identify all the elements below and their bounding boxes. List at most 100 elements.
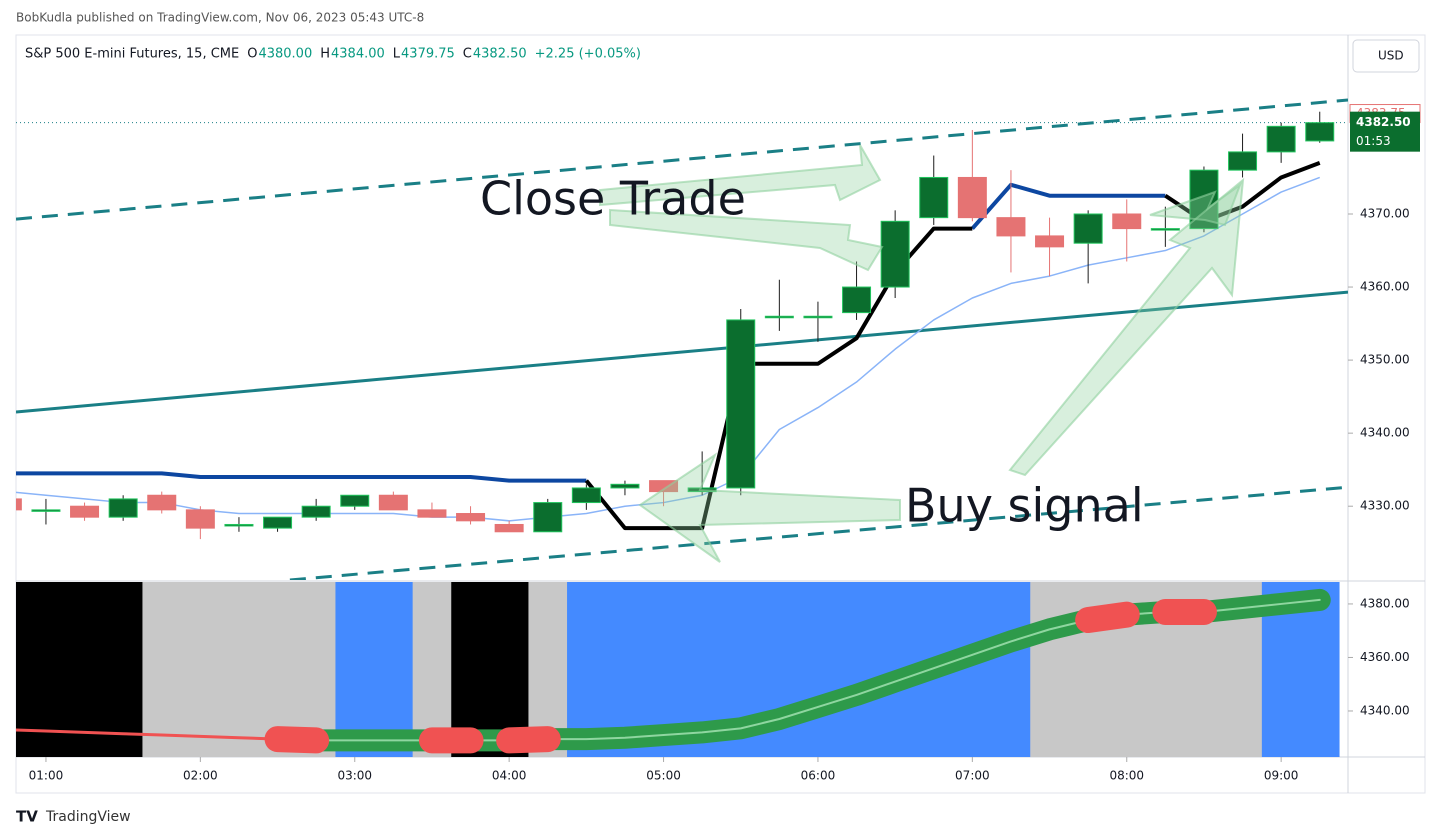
y-tick-label: 4360.00 (1360, 280, 1410, 294)
candle-body (456, 513, 486, 522)
logo: TV (16, 808, 38, 826)
legend-text: +2.25 (+0.05%) (535, 47, 641, 62)
legend-text: C (463, 47, 472, 62)
last-price-label: 4382.50 (1356, 115, 1411, 129)
annotation: Close Trade (480, 172, 746, 226)
signal-pill (264, 726, 330, 754)
indicator-line (16, 471, 587, 483)
candle-body (649, 480, 679, 493)
x-tick-label: 08:00 (1109, 769, 1144, 783)
state-band (335, 582, 375, 757)
state-band (374, 582, 414, 757)
x-tick-label: 03:00 (337, 769, 372, 783)
signal-pill (1075, 601, 1140, 633)
candle-body (1150, 228, 1180, 231)
currency-button[interactable] (1352, 39, 1420, 73)
legend-text: 4380.00 (258, 47, 312, 62)
arrow (1149, 182, 1243, 227)
countdown: 01:53 (1356, 134, 1391, 148)
candle-body (1073, 213, 1103, 244)
logo-mark: TV (16, 808, 38, 826)
trend-line (16, 290, 1348, 414)
candle-body (1112, 213, 1142, 230)
trend-line (289, 485, 1348, 580)
candle-body (340, 494, 370, 507)
candle-body (1266, 125, 1296, 153)
state-band (837, 582, 877, 757)
legend-text: S&P 500 E-mini Futures, 15, CME (25, 47, 239, 62)
candle-body (1228, 151, 1258, 171)
state-band (103, 582, 143, 757)
candle-body (996, 217, 1026, 237)
candle-body (764, 315, 794, 319)
candle-body (147, 494, 177, 511)
candle-body (378, 494, 408, 511)
arrow (1008, 177, 1245, 477)
y-tick-label: 4330.00 (1360, 499, 1410, 513)
candle-body (1035, 235, 1065, 248)
state-band (65, 582, 105, 757)
state-band (1030, 582, 1070, 757)
candle-body (803, 315, 833, 319)
y-tick-label: 4360.00 (1360, 650, 1410, 664)
indicator-line (970, 182, 1166, 230)
currency[interactable]: USD (1378, 49, 1404, 63)
y-tick-label: 4370.00 (1360, 206, 1410, 220)
chart-frame (15, 34, 1426, 794)
candle-body (1305, 122, 1335, 142)
state-band (142, 582, 182, 757)
signal-line (16, 728, 280, 741)
legend-text: H (320, 47, 330, 62)
publish-info: BobKudla published on TradingView.com, N… (16, 11, 424, 25)
x-tick-label: 05:00 (646, 769, 681, 783)
x-tick-label: 06:00 (801, 769, 836, 783)
y-tick-label: 4340.00 (1360, 426, 1410, 440)
candle-body (16, 498, 22, 511)
y-tick-label: 4350.00 (1360, 353, 1410, 367)
candle-body (70, 505, 100, 518)
candle-body (417, 509, 447, 518)
annotation: Buy signal (905, 479, 1144, 533)
signal-pill (496, 726, 561, 754)
state-band (181, 582, 221, 757)
candle-body (31, 509, 61, 512)
candle-body (185, 509, 215, 529)
state-band (991, 582, 1031, 757)
state-band (798, 582, 838, 757)
state-band (219, 582, 259, 757)
candle-body (301, 505, 331, 518)
brand: TradingView (45, 809, 131, 825)
state-band (16, 582, 28, 757)
candle-body (726, 319, 756, 489)
candle-body (957, 176, 987, 219)
x-tick-label: 02:00 (183, 769, 218, 783)
candle-body (919, 176, 949, 219)
x-tick-label: 09:00 (1264, 769, 1299, 783)
legend-text: L (393, 47, 401, 62)
x-tick-label: 07:00 (955, 769, 990, 783)
arrows (599, 144, 1245, 563)
candle-body (494, 523, 524, 533)
candle-body (224, 523, 254, 527)
trend-line (16, 98, 1348, 221)
last-price-box (1350, 111, 1420, 152)
state-band (26, 582, 66, 757)
candle-body (263, 516, 293, 529)
candle-body (842, 286, 872, 314)
legend-text: 4379.75 (401, 47, 455, 62)
x-tick-label: 01:00 (29, 769, 64, 783)
candle-body (533, 502, 563, 533)
candle-body (108, 498, 138, 518)
x-tick-label: 04:00 (492, 769, 527, 783)
legend-text: 4382.50 (473, 47, 527, 62)
candle-body (610, 483, 640, 489)
arrow (638, 452, 901, 563)
y-tick-label: 4340.00 (1360, 703, 1410, 717)
arrow (609, 208, 884, 272)
legend-text: 4384.00 (331, 47, 385, 62)
y-tick-label: 4380.00 (1360, 596, 1410, 610)
legend-text: O (247, 47, 257, 62)
candle-body (571, 487, 601, 504)
arrow (599, 144, 882, 207)
